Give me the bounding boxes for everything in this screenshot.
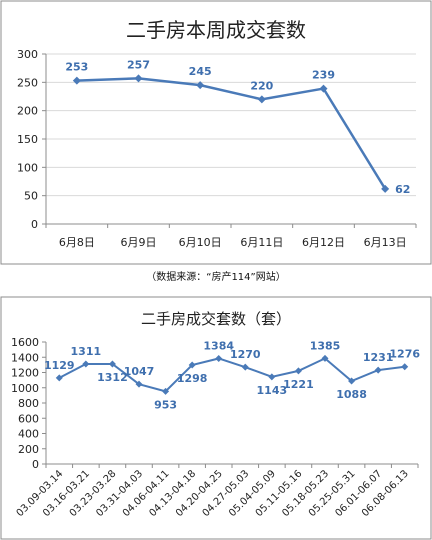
- series-line: [58, 357, 405, 393]
- y-tick-label: 1400: [11, 351, 39, 364]
- data-point: [268, 373, 276, 381]
- data-label: 1384: [203, 339, 234, 352]
- data-point: [188, 361, 196, 369]
- data-point: [401, 363, 409, 371]
- data-point: [241, 363, 249, 371]
- data-label: 1047: [124, 365, 155, 378]
- chart-frame: [0, 296, 432, 540]
- data-point: [294, 367, 302, 375]
- y-tick-label: 300: [17, 48, 38, 61]
- data-label: 1129: [44, 359, 75, 372]
- data-label: 1276: [389, 348, 420, 361]
- data-label: 1231: [363, 351, 394, 364]
- data-point: [108, 360, 116, 368]
- data-label: 1385: [310, 339, 341, 352]
- chart-title: 二手房本周成交套数: [126, 18, 306, 42]
- y-tick-label: 400: [18, 428, 39, 441]
- chart-title: 二手房成交套数（套）: [141, 310, 291, 328]
- data-label: 220: [250, 79, 273, 92]
- data-label: 1270: [230, 348, 261, 361]
- data-point: [321, 354, 329, 362]
- data-label: 245: [189, 65, 212, 78]
- data-label: 953: [154, 398, 177, 411]
- series-line: [76, 77, 387, 190]
- y-tick-label: 150: [17, 133, 38, 146]
- data-label: 1143: [257, 384, 288, 397]
- y-tick-label: 1000: [11, 382, 39, 395]
- weekly-transactions-chart: 二手房本周成交套数 0 50 100 150 200 250 300 6月8日 6月9日 6月10…: [0, 0, 432, 265]
- data-point: [82, 360, 90, 368]
- data-label: 239: [312, 69, 335, 82]
- y-tick-label: 0: [31, 218, 38, 231]
- x-tick-label: 6月12日: [302, 236, 345, 249]
- y-tick-label: 0: [32, 458, 39, 471]
- y-tick-label: 800: [18, 397, 39, 410]
- source-note: （数据来源：“房产114”网站）: [146, 272, 286, 283]
- data-point: [257, 95, 266, 104]
- transactions-trend-chart: 二手房成交套数（套） 0 200 400 600 800 1000 1200 1400 1600…: [0, 296, 432, 540]
- data-label: 1312: [97, 371, 128, 384]
- y-tick-label: 1600: [11, 336, 39, 349]
- chart-frame: [0, 0, 432, 265]
- data-point: [348, 377, 356, 385]
- y-tick-label: 200: [17, 105, 38, 118]
- x-tick-label: 6月13日: [364, 236, 407, 249]
- data-label: 1221: [283, 378, 314, 391]
- data-label: 253: [65, 61, 88, 74]
- y-tick-label: 600: [18, 412, 39, 425]
- x-tick-label: 6月10日: [179, 236, 222, 249]
- data-label: 1088: [336, 388, 367, 401]
- y-tick-label: 50: [24, 190, 38, 203]
- data-point: [196, 81, 205, 90]
- data-label: 257: [127, 58, 150, 71]
- data-label: 1311: [71, 345, 102, 358]
- data-point: [55, 374, 63, 382]
- data-point: [319, 84, 328, 93]
- x-tick-label: 6月8日: [59, 236, 95, 249]
- data-point: [162, 387, 170, 395]
- y-tick-label: 250: [17, 76, 38, 89]
- data-point: [135, 380, 143, 388]
- data-point: [72, 76, 81, 85]
- data-point: [134, 74, 143, 83]
- y-tick-label: 1200: [11, 367, 39, 380]
- x-tick-label: 6月9日: [121, 236, 157, 249]
- y-tick-label: 200: [18, 443, 39, 456]
- data-point: [374, 366, 382, 374]
- data-label: 1298: [177, 372, 208, 385]
- y-tick-label: 100: [17, 161, 38, 174]
- data-point: [381, 184, 390, 193]
- data-point: [215, 354, 223, 362]
- x-tick-label: 6月11日: [240, 236, 283, 249]
- data-label: 62: [395, 183, 410, 196]
